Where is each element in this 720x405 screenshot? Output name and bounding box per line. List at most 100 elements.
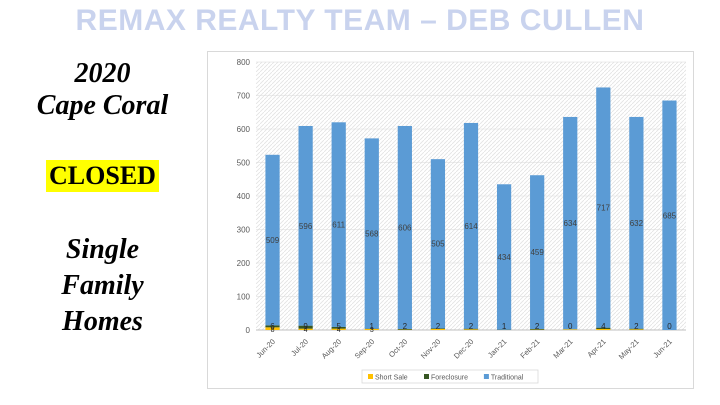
data-label-foreclosure: 2 bbox=[403, 322, 408, 331]
bar-traditional bbox=[364, 138, 379, 329]
bar-traditional bbox=[265, 154, 280, 326]
legend-box bbox=[361, 369, 539, 384]
data-label-traditional: 459 bbox=[530, 248, 544, 257]
data-label-short-sale: 4 bbox=[337, 327, 341, 334]
data-label-traditional: 509 bbox=[266, 236, 280, 245]
bar-traditional bbox=[298, 125, 313, 326]
chart-legend: Short Sale Foreclosure Traditional bbox=[361, 369, 539, 384]
data-label-traditional: 717 bbox=[597, 204, 611, 213]
x-tick-label: Nov-20 bbox=[419, 337, 442, 360]
legend-swatch-short-sale bbox=[368, 374, 373, 379]
y-tick-label: 300 bbox=[237, 226, 251, 235]
property-type-line-2: Family bbox=[61, 270, 144, 301]
bar-short-sale bbox=[430, 328, 446, 330]
city-label: Cape Coral bbox=[36, 90, 169, 121]
data-label-foreclosure: 1 bbox=[370, 322, 375, 331]
data-label-traditional: 632 bbox=[630, 219, 644, 228]
bar-short-sale bbox=[331, 328, 346, 330]
x-tick-label: Jan-21 bbox=[486, 337, 509, 360]
data-label-traditional: 606 bbox=[398, 223, 412, 232]
data-label-foreclosure: 0 bbox=[568, 322, 573, 331]
y-tick-label: 100 bbox=[237, 293, 251, 302]
bar-short-sale bbox=[596, 328, 611, 330]
banner-title: REMAX REALTY TEAM – DEB CULLEN bbox=[75, 4, 645, 37]
data-label-traditional: 568 bbox=[365, 230, 379, 239]
x-tick-label: Feb-21 bbox=[518, 337, 541, 360]
bar-traditional bbox=[662, 100, 677, 331]
bar-traditional bbox=[563, 116, 578, 330]
bar-short-sale bbox=[563, 329, 578, 330]
data-label-foreclosure: 0 bbox=[667, 322, 672, 331]
bar-traditional bbox=[629, 116, 644, 329]
x-tick-label: Mar-21 bbox=[551, 337, 574, 360]
data-label-short-sale: 3 bbox=[370, 327, 374, 334]
y-tick-label: 400 bbox=[237, 192, 251, 201]
bar-traditional bbox=[463, 122, 479, 329]
data-label-traditional: 596 bbox=[299, 222, 313, 231]
x-tick-label: Jun-20 bbox=[254, 337, 277, 360]
data-label-foreclosure: 2 bbox=[436, 322, 441, 331]
data-label-foreclosure: 2 bbox=[535, 322, 540, 331]
x-tick-label: Dec-20 bbox=[452, 337, 475, 360]
bar-foreclosure bbox=[463, 328, 479, 330]
y-tick-label: 500 bbox=[237, 159, 251, 168]
data-label-traditional: 505 bbox=[431, 240, 445, 249]
bar-foreclosure bbox=[331, 326, 346, 329]
status-badge: CLOSED bbox=[46, 160, 159, 192]
data-label-foreclosure: 6 bbox=[270, 322, 275, 331]
data-label-foreclosure: 2 bbox=[469, 322, 474, 331]
data-label-foreclosure: 1 bbox=[502, 322, 507, 331]
bar-foreclosure bbox=[430, 328, 446, 329]
y-tick-label: 600 bbox=[237, 125, 251, 134]
bar-traditional bbox=[397, 125, 412, 329]
data-label-traditional: 634 bbox=[564, 219, 578, 228]
bar-short-sale bbox=[364, 328, 379, 330]
year-label: 2020 bbox=[74, 58, 131, 89]
data-label-traditional: 434 bbox=[497, 253, 511, 262]
stacked-bar-chart: 5096859694611545681360625052614243414592… bbox=[237, 58, 686, 384]
bar-short-sale bbox=[463, 329, 479, 330]
data-label-traditional: 685 bbox=[663, 211, 677, 220]
legend-label-short-sale: Short Sale bbox=[375, 375, 408, 382]
y-tick-label: 700 bbox=[237, 92, 251, 101]
y-tick-label: 0 bbox=[246, 326, 251, 335]
data-label-foreclosure: 5 bbox=[336, 322, 341, 331]
bar-traditional bbox=[430, 159, 446, 329]
bar-short-sale bbox=[298, 328, 313, 330]
bar-traditional bbox=[596, 87, 611, 328]
data-label-foreclosure: 9 bbox=[303, 322, 308, 331]
bar-traditional bbox=[530, 175, 545, 329]
legend-label-traditional: Traditional bbox=[491, 375, 524, 382]
property-type-line-3: Homes bbox=[62, 306, 143, 337]
property-type-line-1: Single bbox=[65, 234, 140, 265]
x-tick-label: Apr-21 bbox=[585, 337, 607, 359]
data-label-traditional: 614 bbox=[464, 222, 478, 231]
x-tick-label: May-21 bbox=[617, 337, 641, 361]
bar-traditional bbox=[496, 184, 512, 330]
bar-foreclosure bbox=[530, 328, 545, 330]
data-label-short-sale: 8 bbox=[271, 327, 275, 334]
x-tick-label: Jun-21 bbox=[651, 337, 674, 360]
data-label-foreclosure: 2 bbox=[634, 322, 639, 331]
data-label-traditional: 611 bbox=[332, 221, 345, 230]
data-label-foreclosure: 4 bbox=[601, 322, 606, 331]
x-tick-label: Jul-20 bbox=[289, 337, 310, 358]
x-tick-label: Sep-20 bbox=[353, 337, 376, 360]
bar-short-sale bbox=[265, 327, 280, 330]
y-tick-label: 200 bbox=[237, 259, 251, 268]
legend-label-foreclosure: Foreclosure bbox=[431, 375, 468, 382]
bar-foreclosure bbox=[596, 327, 611, 329]
bar-traditional bbox=[331, 122, 346, 327]
bar-foreclosure bbox=[298, 325, 313, 329]
bar-foreclosure bbox=[629, 328, 644, 330]
status-wrap: CLOSED bbox=[0, 160, 205, 192]
bar-foreclosure bbox=[265, 325, 280, 328]
x-tick-label: Aug-20 bbox=[320, 337, 343, 360]
data-label-short-sale: 4 bbox=[304, 327, 308, 334]
x-tick-label: Oct-20 bbox=[387, 337, 409, 359]
legend-swatch-traditional bbox=[483, 374, 489, 379]
bar-short-sale bbox=[629, 329, 644, 330]
chart-frame: 509 6 8 596 9 4 611 5 4 568 1 3 606 2 505 2 614 2 434 1 459 2… bbox=[207, 51, 694, 389]
bar-foreclosure bbox=[397, 328, 412, 330]
legend-swatch-foreclosure bbox=[424, 374, 429, 379]
